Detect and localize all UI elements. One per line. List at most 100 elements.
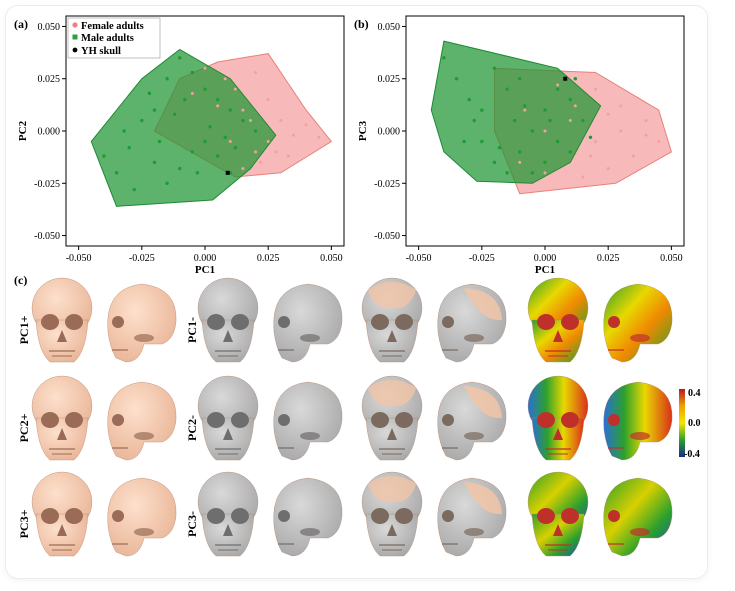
colorbar-gradient bbox=[679, 389, 685, 457]
x-tick-label-a-1: -0.025 bbox=[129, 253, 155, 264]
row-label-pc1-neg: PC1- bbox=[185, 317, 199, 343]
legend-marker-male bbox=[72, 34, 78, 40]
point-female-adults-a-11 bbox=[317, 135, 321, 139]
skull-side-row3-mean bbox=[107, 477, 177, 557]
point-female-adults-b-13 bbox=[619, 129, 623, 133]
y-axis-title-b: PC3 bbox=[357, 120, 369, 141]
point-male-adults-a-25 bbox=[223, 135, 227, 139]
x-tick-label-b-2: 0.000 bbox=[534, 253, 557, 264]
point-male-adults-a-3 bbox=[140, 118, 144, 123]
skull-side-row3-grey bbox=[273, 477, 343, 557]
skull-front-row3-heatmap bbox=[527, 471, 589, 557]
y-tick-label-a-3: -0.025 bbox=[34, 179, 60, 190]
x-tick-label-b-4: 0.050 bbox=[660, 253, 683, 264]
point-male-adults-b-9 bbox=[543, 108, 547, 112]
point-female-adults-a-7 bbox=[241, 167, 245, 171]
point-male-adults-b-4 bbox=[480, 139, 484, 144]
y-tick-label-a-0: 0.050 bbox=[38, 22, 61, 33]
point-male-adults-b-7 bbox=[518, 150, 522, 154]
point-male-adults-a-15 bbox=[178, 166, 182, 171]
skull-side-row2-grey bbox=[273, 381, 343, 461]
point-female-adults-a-19 bbox=[241, 108, 245, 112]
point-female-adults-a-15 bbox=[286, 154, 290, 158]
colorbar-mid: 0.0 bbox=[688, 418, 701, 429]
point-female-adults-a-14 bbox=[266, 139, 270, 143]
point-female-adults-a-10 bbox=[304, 123, 308, 127]
point-female-adults-a-2 bbox=[266, 98, 270, 102]
point-female-adults-a-8 bbox=[228, 139, 232, 143]
x-axis-title-a: PC1 bbox=[195, 264, 215, 276]
point-male-adults-a-6 bbox=[178, 56, 182, 60]
point-male-adults-b-3 bbox=[472, 118, 476, 123]
panel-label-b: (b) bbox=[354, 17, 369, 31]
legend: Female adults Male adults YH skull bbox=[67, 17, 161, 59]
row-label-pc1-pos: PC1+ bbox=[17, 315, 31, 344]
colorbar-max: 0.4 bbox=[688, 388, 701, 399]
point-female-adults-b-6 bbox=[631, 154, 635, 158]
point-male-adults-b-13 bbox=[588, 135, 593, 139]
point-male-adults-b-27 bbox=[518, 77, 522, 81]
point-female-adults-b-7 bbox=[606, 167, 610, 171]
point-male-adults-a-10 bbox=[228, 108, 232, 112]
y-tick-label-b-3: -0.025 bbox=[374, 179, 400, 190]
point-male-adults-b-6 bbox=[505, 171, 509, 175]
point-female-adults-b-17 bbox=[606, 112, 610, 116]
point-male-adults-a-2 bbox=[127, 146, 131, 150]
point-male-adults-a-8 bbox=[203, 87, 207, 91]
point-female-adults-a-17 bbox=[223, 77, 227, 81]
point-female-adults-b-18 bbox=[644, 133, 648, 137]
point-female-adults-a-9 bbox=[248, 119, 252, 123]
y-tick-label-a-2: 0.000 bbox=[38, 127, 61, 138]
point-male-adults-b-2 bbox=[467, 97, 471, 102]
point-female-adults-a-6 bbox=[259, 160, 263, 164]
point-male-adults-b-5 bbox=[492, 160, 497, 165]
point-female-adults-b-5 bbox=[657, 139, 661, 143]
point-male-adults-a-11 bbox=[241, 118, 245, 123]
x-tick-label-b-0: -0.050 bbox=[406, 253, 432, 264]
point-male-adults-a-14 bbox=[165, 181, 169, 185]
legend-marker-yh bbox=[72, 47, 78, 53]
point-male-adults-b-22 bbox=[480, 108, 484, 112]
point-male-adults-b-25 bbox=[497, 146, 502, 150]
row-label-pc2-pos: PC2+ bbox=[17, 413, 31, 442]
legend-marker-female bbox=[72, 22, 78, 28]
point-male-adults-b-11 bbox=[568, 97, 572, 102]
point-male-adults-a-5 bbox=[165, 77, 169, 81]
point-male-adults-b-17 bbox=[505, 87, 509, 91]
x-tick-label-a-0: -0.050 bbox=[66, 253, 92, 264]
point-male-adults-a-4 bbox=[147, 91, 152, 96]
point-male-adults-a-1 bbox=[114, 171, 119, 175]
point-male-adults-b-19 bbox=[512, 118, 517, 123]
point-yh-skull-a bbox=[225, 170, 230, 175]
point-female-adults-b-14 bbox=[543, 129, 547, 133]
skull-front-row1-heatmap bbox=[527, 277, 589, 363]
point-female-adults-b-16 bbox=[573, 104, 577, 108]
hull-male-adults-a bbox=[90, 48, 277, 207]
point-male-adults-b-21 bbox=[555, 139, 560, 144]
point-male-adults-a-9 bbox=[215, 97, 220, 102]
point-male-adults-b-0 bbox=[442, 56, 446, 60]
point-female-adults-b-12 bbox=[594, 139, 598, 143]
legend-label-female: Female adults bbox=[81, 21, 144, 32]
point-male-adults-a-12 bbox=[253, 129, 258, 133]
point-male-adults-a-20 bbox=[132, 187, 136, 192]
legend-label-male: Male adults bbox=[81, 33, 134, 44]
panel-label-a: (a) bbox=[14, 17, 28, 31]
point-male-adults-b-15 bbox=[543, 160, 547, 165]
skull-side-row2-mean bbox=[107, 381, 177, 461]
legend-label-yh: YH skull bbox=[81, 46, 121, 57]
point-male-adults-a-21 bbox=[157, 139, 162, 144]
point-male-adults-b-18 bbox=[492, 66, 497, 70]
skull-front-row1-grey bbox=[197, 277, 259, 363]
row-label-pc3-pos: PC3+ bbox=[17, 509, 31, 538]
x-axis-title-b: PC1 bbox=[535, 264, 555, 276]
point-female-adults-b-3 bbox=[619, 104, 623, 108]
point-male-adults-b-8 bbox=[530, 129, 535, 133]
colorbar: 0.4 0.0 -0.4 bbox=[679, 388, 701, 460]
point-female-adults-a-1 bbox=[254, 70, 258, 74]
colorbar-min: -0.4 bbox=[684, 449, 700, 460]
skull-front-row2-heatmap bbox=[527, 375, 589, 461]
point-male-adults-a-18 bbox=[215, 154, 220, 158]
point-female-adults-a-4 bbox=[291, 133, 295, 137]
